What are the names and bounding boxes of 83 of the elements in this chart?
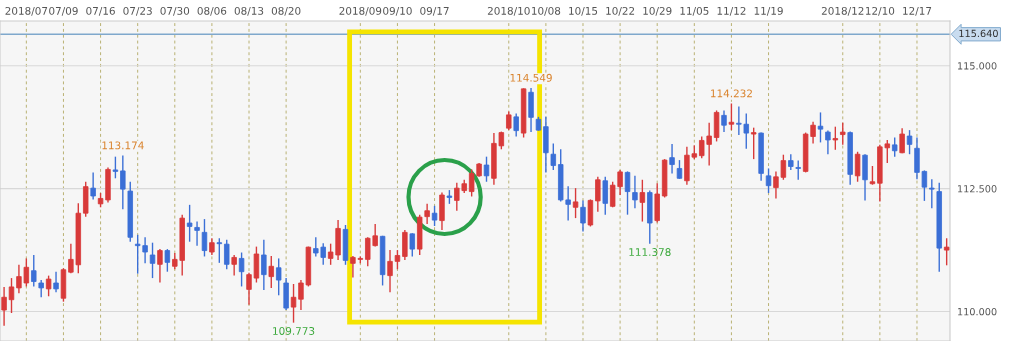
x-tick-label: 07/23: [123, 6, 152, 16]
candlestick: [943, 237, 950, 266]
x-tick-label: 08/13: [234, 6, 264, 16]
candlestick: [8, 277, 15, 314]
candlestick: [639, 179, 646, 223]
candlestick: [840, 122, 846, 146]
x-tick-label: 09/17: [420, 6, 449, 16]
candlestick: [728, 102, 735, 131]
candlestick: [194, 220, 200, 247]
candlestick: [268, 255, 274, 289]
annotation: 114.549: [510, 73, 552, 82]
x-tick-label: 2018/09: [339, 6, 382, 16]
candlestick: [795, 159, 801, 181]
x-tick-label: 07/09: [49, 6, 78, 16]
candlestick: [238, 251, 245, 288]
x-tick-label: 07/30: [160, 6, 190, 16]
candlestick: [290, 283, 297, 324]
candlestick: [721, 109, 727, 133]
y-tick-label: 110.000: [958, 307, 997, 316]
candlestick: [216, 237, 223, 264]
candlestick: [817, 111, 824, 144]
candlestick: [750, 126, 757, 160]
x-tick-label: 2018/10: [487, 6, 530, 16]
candlestick: [1, 286, 7, 327]
candlestick: [580, 199, 586, 233]
candlestick: [261, 239, 267, 291]
candlestick: [431, 205, 438, 227]
candlestick: [186, 204, 193, 243]
x-tick-label: 12/10: [866, 6, 895, 16]
x-tick-label: 12/17: [903, 6, 932, 16]
candlestick: [891, 136, 898, 158]
y-tick-label: 112.500: [958, 185, 997, 193]
x-tick-label: 2018/07: [5, 6, 48, 16]
candlestick: [765, 167, 772, 194]
x-tick-label: 11/05: [680, 6, 709, 16]
x-tick-label: 09/10: [383, 6, 412, 16]
x-tick-label: 10/22: [606, 6, 635, 16]
x-tick-label: 08/06: [197, 6, 227, 16]
candlestick: [832, 125, 839, 151]
ref-line-label: 115.640: [959, 29, 998, 38]
candlestick: [602, 176, 608, 216]
candlestick: [120, 154, 126, 210]
x-tick-label: 07/16: [86, 6, 115, 16]
candlestick: [201, 218, 208, 258]
candlestick: [45, 274, 52, 297]
candlestick: [624, 170, 631, 216]
candlestick: [53, 270, 59, 294]
candlestick: [906, 129, 913, 155]
candlestick: [676, 159, 683, 180]
candlestick: [595, 176, 601, 213]
candlestick: [669, 143, 675, 175]
x-tick-label: 10/08: [532, 6, 561, 16]
annotation: 111.378: [629, 248, 671, 256]
candlestick: [224, 239, 230, 270]
candlestick: [409, 232, 416, 258]
y-tick-label: 115.000: [958, 62, 997, 70]
candlestick: [157, 248, 163, 284]
annotation: 109.773: [273, 327, 315, 335]
x-tick-label: 11/19: [754, 6, 783, 16]
x-tick-label: 10/15: [569, 6, 598, 16]
candlestick: [869, 165, 876, 186]
candlestick: [149, 241, 156, 279]
candlestick: [275, 257, 282, 296]
candlestick: [506, 110, 512, 131]
candlestick: [231, 254, 237, 277]
candlestick: [90, 171, 96, 201]
candlestick: [632, 175, 638, 209]
candlestick: [929, 178, 935, 209]
x-tick-label: 11/12: [717, 6, 746, 16]
candlestick: [164, 248, 171, 273]
x-tick-label: 10/29: [643, 6, 672, 16]
candlestick: [572, 187, 579, 219]
candlestick: [31, 254, 37, 288]
candlestick: [899, 127, 905, 154]
candlestick: [112, 155, 119, 179]
annotation: 113.174: [102, 141, 144, 150]
candlestick: [513, 112, 519, 138]
candlestick: [483, 155, 490, 183]
candlestick: [854, 151, 861, 183]
x-tick-label: 2018/12: [821, 6, 864, 16]
annotation: 114.232: [711, 89, 752, 98]
x-tick-label: 08/20: [271, 6, 301, 16]
candlestick: [550, 142, 557, 171]
